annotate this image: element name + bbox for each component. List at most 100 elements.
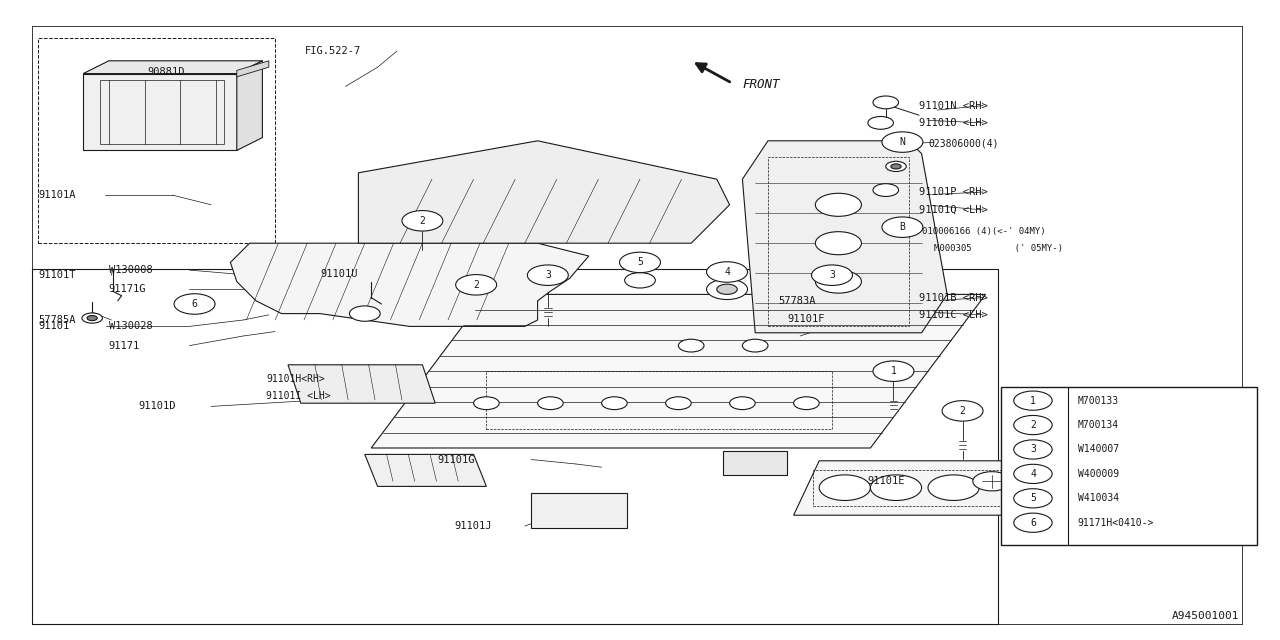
- Circle shape: [730, 397, 755, 410]
- Text: 91101N <RH>: 91101N <RH>: [919, 100, 988, 111]
- Text: 91171G: 91171G: [109, 284, 146, 294]
- Text: 010006166 (4)(<-' 04MY): 010006166 (4)(<-' 04MY): [922, 227, 1046, 236]
- Polygon shape: [358, 141, 730, 243]
- Text: W400009: W400009: [1078, 469, 1119, 479]
- Circle shape: [1014, 391, 1052, 410]
- Text: W410034: W410034: [1078, 493, 1119, 503]
- Text: 3: 3: [545, 270, 550, 280]
- Circle shape: [82, 313, 102, 323]
- Circle shape: [474, 397, 499, 410]
- Polygon shape: [371, 294, 986, 448]
- Circle shape: [666, 397, 691, 410]
- Text: 91101O <LH>: 91101O <LH>: [919, 118, 988, 128]
- Circle shape: [891, 164, 901, 169]
- Text: 91101A: 91101A: [38, 190, 76, 200]
- Text: 91101Q <LH>: 91101Q <LH>: [919, 205, 988, 215]
- Circle shape: [1014, 415, 1052, 435]
- Polygon shape: [237, 61, 262, 150]
- Text: M700133: M700133: [1078, 396, 1119, 406]
- Text: 91101T: 91101T: [38, 270, 76, 280]
- Circle shape: [742, 339, 768, 352]
- Text: 91101: 91101: [38, 321, 69, 332]
- Text: 4: 4: [1030, 469, 1036, 479]
- Polygon shape: [230, 243, 589, 326]
- Circle shape: [527, 265, 568, 285]
- Polygon shape: [723, 451, 787, 475]
- Text: 91101H<RH>: 91101H<RH>: [266, 374, 325, 384]
- Circle shape: [882, 132, 923, 152]
- Text: 91101I <LH>: 91101I <LH>: [266, 390, 330, 401]
- Text: 6: 6: [192, 299, 197, 309]
- Circle shape: [707, 279, 748, 300]
- Polygon shape: [237, 61, 269, 77]
- Circle shape: [928, 475, 979, 500]
- Text: A945001001: A945001001: [1171, 611, 1239, 621]
- Circle shape: [873, 361, 914, 381]
- Text: 91101C <LH>: 91101C <LH>: [919, 310, 988, 320]
- Text: FIG.522-7: FIG.522-7: [305, 46, 361, 56]
- Circle shape: [87, 316, 97, 321]
- Text: M700134: M700134: [1078, 420, 1119, 430]
- Circle shape: [402, 211, 443, 231]
- Polygon shape: [83, 74, 237, 150]
- Circle shape: [717, 284, 737, 294]
- Text: 2: 2: [960, 406, 965, 416]
- Text: 91101P <RH>: 91101P <RH>: [919, 187, 988, 197]
- Circle shape: [794, 397, 819, 410]
- Polygon shape: [38, 38, 275, 243]
- Text: 91101E: 91101E: [868, 476, 905, 486]
- Text: W140007: W140007: [1078, 444, 1119, 454]
- Text: 5: 5: [1030, 493, 1036, 503]
- Bar: [1001, 387, 1257, 545]
- Text: M000305        (' 05MY-): M000305 (' 05MY-): [934, 244, 1064, 253]
- Text: 5: 5: [637, 257, 643, 268]
- Circle shape: [873, 96, 899, 109]
- Circle shape: [678, 339, 704, 352]
- Text: 91101F: 91101F: [787, 314, 824, 324]
- Text: B: B: [900, 222, 905, 232]
- Text: 91101U: 91101U: [320, 269, 357, 279]
- Text: 2: 2: [420, 216, 425, 226]
- Text: 91101J: 91101J: [454, 521, 492, 531]
- Circle shape: [625, 273, 655, 288]
- Text: 91101D: 91101D: [138, 401, 175, 412]
- Circle shape: [707, 262, 748, 282]
- Circle shape: [815, 232, 861, 255]
- Polygon shape: [288, 365, 435, 403]
- Text: 57785A: 57785A: [38, 315, 76, 325]
- Text: 90881D: 90881D: [147, 67, 184, 77]
- Circle shape: [815, 270, 861, 293]
- Text: 1: 1: [891, 366, 896, 376]
- Circle shape: [456, 275, 497, 295]
- Polygon shape: [83, 61, 262, 74]
- Circle shape: [538, 397, 563, 410]
- Text: 57783A: 57783A: [778, 296, 815, 306]
- Text: 1: 1: [1030, 396, 1036, 406]
- Text: 91101B <RH>: 91101B <RH>: [919, 292, 988, 303]
- Circle shape: [602, 397, 627, 410]
- Circle shape: [886, 161, 906, 172]
- Circle shape: [942, 401, 983, 421]
- Polygon shape: [365, 454, 486, 486]
- Circle shape: [349, 306, 380, 321]
- Circle shape: [1014, 464, 1052, 483]
- Circle shape: [620, 252, 660, 273]
- Text: 3: 3: [829, 270, 835, 280]
- Text: N: N: [900, 137, 905, 147]
- Circle shape: [882, 217, 923, 237]
- Text: 3: 3: [1030, 444, 1036, 454]
- Text: 2: 2: [1030, 420, 1036, 430]
- Text: 91171: 91171: [109, 340, 140, 351]
- Text: W130028: W130028: [109, 321, 152, 332]
- Circle shape: [174, 294, 215, 314]
- Text: FRONT: FRONT: [742, 78, 780, 91]
- Circle shape: [819, 475, 870, 500]
- Text: 2: 2: [474, 280, 479, 290]
- Polygon shape: [794, 461, 1037, 515]
- Circle shape: [1014, 489, 1052, 508]
- Text: 023806000(4): 023806000(4): [928, 139, 998, 149]
- Circle shape: [1014, 513, 1052, 532]
- Text: W130008: W130008: [109, 265, 152, 275]
- Text: 6: 6: [1030, 518, 1036, 528]
- Circle shape: [815, 193, 861, 216]
